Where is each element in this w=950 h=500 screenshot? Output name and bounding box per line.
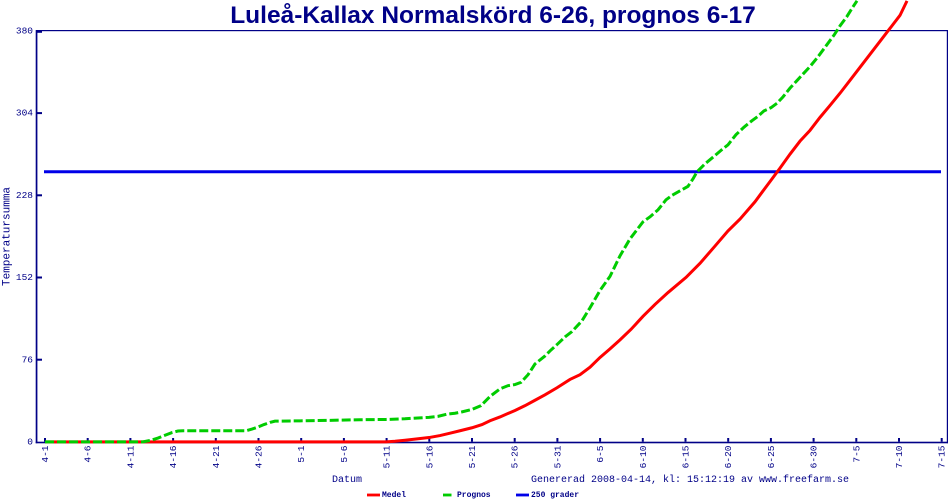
svg-text:0: 0 (27, 437, 33, 448)
svg-text:6-15: 6-15 (681, 445, 692, 468)
svg-text:6-5: 6-5 (595, 445, 606, 462)
svg-text:5-26: 5-26 (510, 445, 521, 468)
svg-text:250 grader: 250 grader (531, 491, 579, 500)
svg-text:5-31: 5-31 (552, 445, 563, 468)
svg-text:4-6: 4-6 (83, 445, 94, 462)
svg-text:6-10: 6-10 (638, 445, 649, 468)
svg-text:Temperatursumma: Temperatursumma (2, 187, 14, 286)
svg-text:5-6: 5-6 (339, 445, 350, 462)
svg-text:6-30: 6-30 (809, 445, 820, 468)
svg-text:Datum: Datum (332, 475, 362, 486)
svg-text:4-21: 4-21 (211, 445, 222, 468)
svg-text:6-20: 6-20 (723, 445, 734, 468)
svg-text:152: 152 (16, 272, 33, 283)
svg-text:Luleå-Kallax Normalskörd 6-26,: Luleå-Kallax Normalskörd 6-26, prognos 6… (230, 2, 756, 29)
svg-text:7-15: 7-15 (937, 445, 948, 468)
svg-text:4-11: 4-11 (125, 445, 136, 468)
svg-text:Prognos: Prognos (457, 491, 491, 500)
svg-text:4-16: 4-16 (168, 445, 179, 468)
svg-text:5-16: 5-16 (424, 445, 435, 468)
svg-text:4-1: 4-1 (40, 445, 51, 462)
svg-text:380: 380 (16, 26, 33, 37)
svg-text:Medel: Medel (382, 491, 406, 500)
svg-text:7-10: 7-10 (894, 445, 905, 468)
svg-text:7-5: 7-5 (851, 445, 862, 462)
svg-text:5-11: 5-11 (382, 445, 393, 468)
svg-text:Genererad 2008-04-14, kl: 15:1: Genererad 2008-04-14, kl: 15:12:19 av ww… (531, 474, 849, 486)
svg-text:76: 76 (22, 354, 34, 365)
svg-text:304: 304 (16, 108, 33, 119)
svg-text:5-21: 5-21 (467, 445, 478, 468)
svg-text:5-1: 5-1 (296, 445, 307, 462)
svg-text:4-26: 4-26 (254, 445, 265, 468)
svg-text:228: 228 (16, 190, 33, 201)
svg-text:6-25: 6-25 (766, 445, 777, 468)
